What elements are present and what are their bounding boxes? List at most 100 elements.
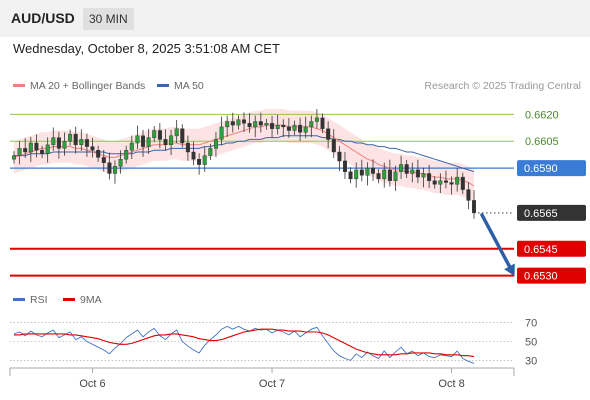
ma50-label: MA 50	[174, 80, 204, 92]
candle-body	[354, 169, 359, 180]
candle-body	[438, 180, 443, 185]
level-label-box	[517, 204, 586, 221]
rsi-9ma-line	[14, 328, 475, 358]
candle-body	[472, 200, 477, 214]
candle-body	[348, 171, 353, 180]
legend-9ma: 9MA	[63, 294, 102, 306]
level-label-box	[517, 160, 586, 177]
symbol-title: AUD/USD	[11, 10, 75, 26]
level-label: 0.6590	[517, 160, 586, 177]
candle-body	[112, 166, 117, 174]
candle-body	[152, 130, 157, 138]
candle-body	[376, 173, 381, 180]
candle-body	[202, 155, 207, 165]
candle-body	[359, 169, 364, 176]
candle-body	[387, 169, 392, 181]
candle-body	[326, 128, 331, 140]
candle-body	[253, 121, 258, 128]
level-label-text: 0.6605	[525, 136, 559, 148]
candles	[11, 109, 477, 219]
candle-body	[320, 117, 325, 129]
candle	[112, 160, 117, 184]
candle-body	[393, 171, 398, 181]
candle	[314, 109, 319, 129]
candle	[68, 129, 73, 146]
candle	[118, 150, 123, 174]
rsi-tick-label: 50	[525, 337, 537, 349]
candle	[73, 126, 78, 154]
candle-body	[213, 139, 218, 149]
level-label-box	[517, 267, 586, 284]
candle-body	[421, 173, 426, 178]
candle-body	[40, 149, 45, 154]
ma50-swatch	[157, 83, 169, 87]
candle	[219, 116, 224, 146]
candle	[359, 159, 364, 182]
candle-body	[185, 142, 190, 153]
candle	[264, 118, 269, 130]
candle	[298, 117, 303, 142]
candle	[236, 115, 241, 130]
candle-body	[146, 137, 151, 147]
candle	[208, 143, 213, 161]
candle-body	[157, 130, 162, 140]
candle	[124, 145, 129, 164]
candle	[449, 176, 454, 195]
candle-body	[264, 123, 269, 126]
candle-body	[410, 169, 415, 174]
candle	[241, 112, 246, 133]
level-label-text: 0.6590	[524, 163, 558, 175]
candle	[107, 152, 112, 180]
ma50-line	[14, 135, 475, 173]
candle-body	[365, 167, 370, 176]
candle-body	[241, 119, 246, 124]
candle	[320, 113, 325, 134]
candle-body	[169, 135, 174, 146]
candle	[270, 115, 275, 138]
candle	[275, 114, 280, 135]
candle	[17, 141, 22, 165]
level-label: 0.6565	[517, 204, 586, 221]
candle	[191, 141, 196, 166]
candle-body	[258, 121, 263, 126]
candle-body	[427, 173, 432, 181]
candle-body	[275, 124, 280, 129]
candle	[337, 146, 342, 172]
candle	[28, 137, 33, 163]
candle	[247, 113, 252, 133]
candle	[393, 165, 398, 191]
candle	[23, 138, 28, 158]
candle	[11, 151, 16, 164]
timeframe-badge[interactable]: 30 MIN	[83, 8, 134, 30]
candle	[354, 162, 359, 188]
candle	[309, 115, 314, 138]
candle	[376, 169, 381, 184]
candle-body	[309, 121, 314, 128]
level-label-text: 0.6620	[525, 109, 559, 121]
candle-body	[56, 137, 61, 149]
candle-body	[34, 142, 39, 151]
candle-body	[337, 151, 342, 162]
candle-body	[230, 121, 235, 126]
rsi-tick-label: 70	[525, 318, 537, 330]
candle	[230, 112, 235, 133]
candle-body	[331, 139, 336, 153]
candle	[84, 133, 89, 157]
candle	[371, 159, 376, 181]
candle-body	[298, 124, 303, 133]
candle	[51, 127, 56, 151]
level-label: 0.6530	[517, 267, 586, 284]
candle	[382, 162, 387, 188]
candle-body	[23, 148, 28, 153]
candle	[387, 159, 392, 187]
candle	[135, 125, 140, 149]
candle-body	[51, 137, 56, 146]
candle	[129, 135, 134, 159]
x-tick-label: Oct 7	[259, 378, 285, 390]
candle-body	[460, 176, 465, 190]
level-label: 0.6545	[517, 240, 586, 257]
candle-body	[124, 149, 129, 160]
candle	[399, 155, 404, 180]
